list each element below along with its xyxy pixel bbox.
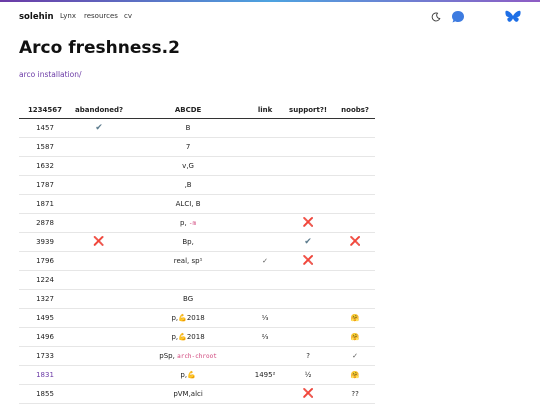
abcde-cell: v,G	[182, 162, 194, 170]
row-id: 1733	[36, 352, 54, 360]
table-row: 1457 ✔ B	[19, 118, 376, 138]
support-cell: ?	[306, 352, 310, 360]
abcde-cell: B	[185, 124, 191, 132]
table-row: 1587 7	[19, 137, 376, 157]
table-row: 1855 pVM,alci ❌??	[19, 384, 376, 404]
support-cell: ½	[304, 371, 312, 379]
abcde-cell: BG	[183, 295, 194, 303]
noobs-cell: 🤗	[350, 371, 360, 379]
abandoned-cell: ✔	[95, 123, 103, 133]
noobs-cell: ✓	[352, 352, 359, 360]
theme-toggle-icon[interactable]	[431, 12, 441, 22]
table-row: 1733 pSp, arch-chroot? ✓	[19, 346, 376, 366]
abcde-cell: p,💪	[180, 371, 196, 379]
top-navbar: solehin Lynx resources cv	[0, 2, 540, 32]
code-snippet: arch-chroot	[177, 353, 217, 360]
abandoned-cell: ❌	[93, 237, 105, 247]
table-row: 1495 p,💪2018 ⅓ 🤗	[19, 308, 376, 328]
support-cell: ❌	[302, 218, 314, 228]
table-row: 1632 v,G	[19, 156, 376, 176]
support-cell: ✔	[304, 237, 312, 247]
row-id[interactable]: 1831	[36, 371, 54, 379]
row-id: 1495	[36, 314, 54, 322]
noobs-cell: ??	[351, 390, 359, 398]
abcde-cell: 7	[185, 143, 191, 151]
table-row: 1871 ALCI, B	[19, 194, 376, 214]
support-cell: ❌	[302, 256, 314, 266]
abcde-cell: pSp,	[159, 352, 175, 360]
code-snippet: -m	[188, 220, 197, 227]
col-header-noobs: noobs?	[335, 102, 376, 119]
row-id: 2878	[36, 219, 54, 227]
row-id: 1457	[36, 124, 54, 132]
abcde-cell: p,💪2018	[171, 333, 205, 341]
page-title: Arco freshness.2	[19, 38, 180, 58]
bluesky-butterfly-icon[interactable]	[505, 10, 521, 24]
table-header-row: 1234567 abandoned? ABCDE link support?! …	[19, 102, 376, 119]
abcde-cell: ,B	[184, 181, 192, 189]
row-id: 1632	[36, 162, 54, 170]
link-cell: 1495²	[254, 371, 276, 379]
link-cell: ✓	[262, 257, 269, 265]
table-row: 3939 ❌ Bp, ✔ ❌	[19, 232, 376, 252]
data-table: 1234567 abandoned? ABCDE link support?! …	[19, 102, 376, 404]
col-header-link: link	[249, 102, 282, 119]
abcde-cell: ALCI, B	[175, 200, 201, 208]
abcde-cell: Bp,	[182, 238, 194, 246]
abcde-cell: real, sp¹	[173, 257, 203, 265]
col-header-id: 1234567	[19, 102, 71, 119]
link-cell: ⅔	[261, 333, 269, 341]
link-cell: ⅓	[261, 314, 269, 322]
table-row: 1787 ,B	[19, 175, 376, 195]
row-id: 1855	[36, 390, 54, 398]
chat-bubble-icon[interactable]	[451, 10, 465, 24]
table-row: 1327 BG	[19, 289, 376, 309]
arco-installation-link[interactable]: arco installation/	[19, 70, 82, 79]
row-id: 1871	[36, 200, 54, 208]
row-id: 1224	[36, 276, 54, 284]
row-id: 1587	[36, 143, 54, 151]
table-row: 1796 real, sp¹ ✓ ❌	[19, 251, 376, 271]
row-id: 1496	[36, 333, 54, 341]
row-id: 1787	[36, 181, 54, 189]
noobs-cell: ❌	[349, 237, 361, 247]
col-header-support: support?!	[281, 102, 336, 119]
abcde-cell: p,💪2018	[171, 314, 205, 322]
row-id: 1796	[36, 257, 54, 265]
abcde-cell: pVM,alci	[173, 390, 203, 398]
nav-link-cv[interactable]: cv	[124, 12, 132, 20]
col-header-abandoned: abandoned?	[71, 102, 128, 119]
nav-link-lynx[interactable]: Lynx	[60, 12, 76, 20]
accent-top-line	[0, 0, 540, 2]
site-brand[interactable]: solehin	[19, 12, 54, 22]
noobs-cell: 🤗	[350, 333, 360, 341]
noobs-cell: 🤗	[350, 314, 360, 322]
table-row: 1496 p,💪2018 ⅔ 🤗	[19, 327, 376, 347]
table-row: 1831 p,💪 1495² ½ 🤗	[19, 365, 376, 385]
table-row: 1224	[19, 270, 376, 290]
row-id: 1327	[36, 295, 54, 303]
row-id: 3939	[36, 238, 54, 246]
col-header-abcde: ABCDE	[127, 102, 250, 119]
nav-link-resources[interactable]: resources	[84, 12, 118, 20]
abcde-cell: p,	[180, 219, 187, 227]
support-cell: ❌	[302, 389, 314, 399]
table-row: 2878 p, -m ❌	[19, 213, 376, 233]
